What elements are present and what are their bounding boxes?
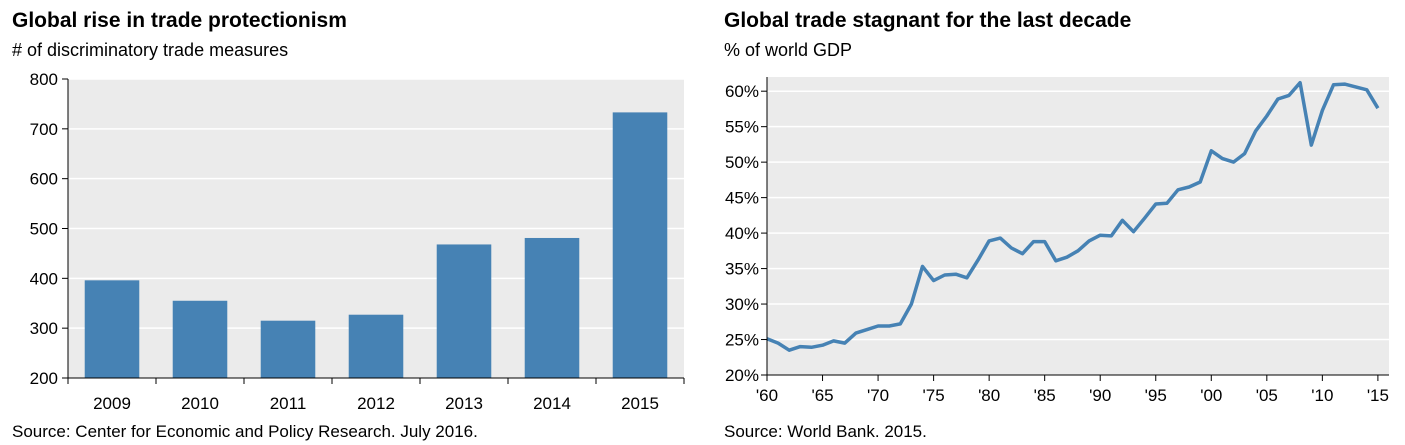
y-tick-label: 200	[30, 369, 58, 388]
x-tick-label: '70	[867, 386, 889, 405]
x-tick-label: 2014	[533, 394, 571, 413]
y-tick-label: 40%	[725, 224, 759, 243]
y-tick-label: 500	[30, 220, 58, 239]
line-chart-svg: 20% 25% 30% 35% 40% 45% 50% 55% 60% '60 '65 '70 '75 '…	[725, 77, 1389, 405]
bar	[524, 237, 580, 378]
bar	[260, 320, 316, 378]
x-tick-label: '00	[1200, 386, 1222, 405]
trade-gdp-chart-panel: Global trade stagnant for the last decad…	[710, 0, 1405, 445]
x-tick-label: '80	[978, 386, 1000, 405]
x-tick-label: '75	[923, 386, 945, 405]
x-tick-label: '90	[1089, 386, 1111, 405]
x-tick-label: '65	[811, 386, 833, 405]
y-tick-label: 35%	[725, 260, 759, 279]
bar	[348, 314, 404, 378]
bar	[612, 112, 668, 378]
x-tick-label: '05	[1256, 386, 1278, 405]
y-tick-label: 800	[30, 70, 58, 89]
series-line	[766, 80, 1380, 352]
y-tick-label: 25%	[725, 331, 759, 350]
y-tick-label: 600	[30, 170, 58, 189]
y-tick-label: 400	[30, 269, 58, 288]
chart-source: Source: World Bank. 2015.	[724, 422, 927, 441]
y-tick-label: 20%	[725, 366, 759, 385]
protectionism-chart-panel: Global rise in trade protectionism # of …	[12, 0, 702, 445]
x-tick-label: 2013	[445, 394, 483, 413]
x-tick-label: '10	[1311, 386, 1333, 405]
bar	[172, 300, 228, 378]
x-tick-label: 2015	[621, 394, 659, 413]
x-tick-label: 2009	[93, 394, 131, 413]
x-tick-label: '15	[1367, 386, 1389, 405]
chart-subtitle: % of world GDP	[724, 40, 853, 60]
x-tick-label: '85	[1034, 386, 1056, 405]
x-tick-label: '95	[1145, 386, 1167, 405]
y-tick-label: 30%	[725, 295, 759, 314]
x-tick-label: '60	[756, 386, 778, 405]
chart-source: Source: Center for Economic and Policy R…	[12, 422, 478, 441]
bar	[84, 280, 140, 378]
y-tick-label: 300	[30, 319, 58, 338]
bar	[436, 244, 492, 378]
chart-title: Global trade stagnant for the last decad…	[724, 9, 1132, 32]
x-tick-label: 2010	[181, 394, 219, 413]
bar-chart-svg: 200 300 400 500 600 700 800 2009 2010 2011 2012 201…	[30, 70, 685, 413]
chart-title: Global rise in trade protectionism	[12, 9, 347, 32]
chart-subtitle: # of discriminatory trade measures	[12, 40, 289, 60]
x-tick-label: 2012	[357, 394, 395, 413]
y-tick-label: 60%	[725, 82, 759, 101]
y-tick-label: 700	[30, 120, 58, 139]
x-tick-label: 2011	[270, 394, 307, 413]
y-tick-label: 55%	[725, 118, 759, 137]
y-tick-label: 45%	[725, 189, 759, 208]
y-tick-label: 50%	[725, 153, 759, 172]
